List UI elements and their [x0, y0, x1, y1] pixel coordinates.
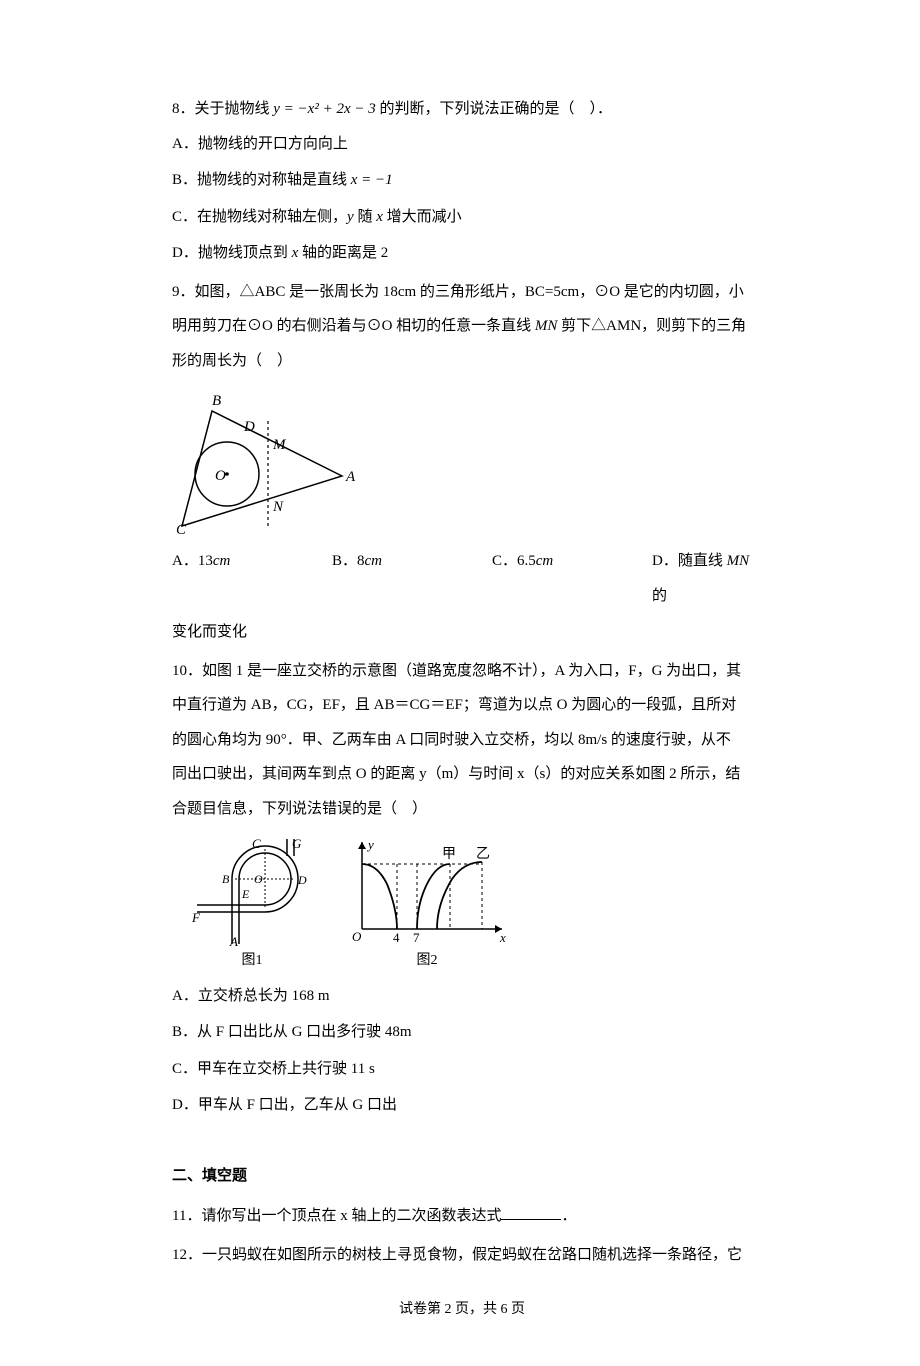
- q9-c-pre: C．6.5: [492, 553, 536, 569]
- q8-stem-pre: 8．关于抛物线: [172, 101, 273, 117]
- q10-fig2-label: 图2: [417, 951, 438, 971]
- q9-figure: B C A D M N O: [172, 386, 752, 536]
- q9-b-unit: cm: [365, 553, 383, 569]
- f2-yi: 乙: [476, 846, 490, 862]
- question-11: 11．请你写出一个顶点在 x 轴上的二次函数表达式 ．: [172, 1199, 752, 1234]
- label-b: B: [212, 393, 221, 409]
- y-arrow-icon: [358, 842, 366, 849]
- question-8: 8．关于抛物线 y = −x² + 2x − 3 的判断，下列说法正确的是（ ）…: [172, 92, 752, 271]
- label-d: D: [243, 419, 255, 435]
- q9-option-c: C．6.5cm: [492, 544, 652, 613]
- question-10: 10．如图 1 是一座立交桥的示意图（道路宽度忽略不计），A 为入口，F，G 为…: [172, 654, 752, 1123]
- f2-x: x: [499, 930, 506, 945]
- q10-fig2: O 4 7 x y 甲 乙: [342, 834, 512, 949]
- q8-option-b: B．抛物线的对称轴是直线 x = −1: [172, 163, 752, 198]
- q8-formula: y = −x² + 2x − 3: [273, 101, 375, 117]
- q9-stem-l1: 9．如图，△ABC 是一张周长为 18cm 的三角形纸片，BC=5cm，⊙O 是…: [172, 275, 752, 310]
- q8-optd-post: 轴的距离是 2: [298, 245, 388, 261]
- f2-jia: 甲: [442, 847, 456, 862]
- f1-a: A: [229, 934, 238, 949]
- f1-o: O: [254, 872, 263, 886]
- f2-t4: 4: [393, 930, 400, 945]
- q10-l4: 同出口驶出，其间两车到点 O 的距离 y（m）与时间 x（s）的对应关系如图 2…: [172, 757, 752, 792]
- q9-options: A．13cm B．8cm C．6.5cm D．随直线 MN 的: [172, 544, 752, 613]
- curve-yi: [437, 862, 482, 929]
- f1-e: E: [241, 887, 250, 901]
- q10-option-d: D．甲车从 F 口出，乙车从 G 口出: [172, 1088, 752, 1123]
- q8-optb-pre: B．抛物线的对称轴是直线: [172, 172, 351, 188]
- q9-d-mn: MN: [727, 553, 750, 569]
- q9-l2-mn: MN: [535, 318, 558, 334]
- q11-post: ．: [561, 1208, 576, 1224]
- q10-fig1: A B C G D E F O: [192, 834, 312, 949]
- q10-option-b: B．从 F 口出比从 G 口出多行驶 48m: [172, 1015, 752, 1050]
- f2-y: y: [366, 837, 374, 852]
- q8-optb-formula: x = −1: [351, 172, 393, 188]
- q8-stem: 8．关于抛物线 y = −x² + 2x − 3 的判断，下列说法正确的是（ ）…: [172, 92, 752, 127]
- question-9: 9．如图，△ABC 是一张周长为 18cm 的三角形纸片，BC=5cm，⊙O 是…: [172, 275, 752, 650]
- q9-stem-l2: 明用剪刀在⊙O 的右侧沿着与⊙O 相切的任意一条直线 MN 剪下△AMN，则剪下…: [172, 309, 752, 344]
- q11-blank: [501, 1207, 561, 1221]
- triangle-abc: [182, 411, 342, 526]
- q9-a-unit: cm: [213, 553, 231, 569]
- q8-optd-pre: D．抛物线顶点到: [172, 245, 292, 261]
- q8-optc-x: x: [376, 209, 383, 225]
- q9-l2-post: 剪下△AMN，则剪下的三角: [557, 318, 746, 334]
- q9-b-pre: B．8: [332, 553, 365, 569]
- q10-l2: 中直行道为 AB，CG，EF，且 AB＝CG＝EF；弯道为以点 O 为圆心的一段…: [172, 688, 752, 723]
- q9-option-b: B．8cm: [332, 544, 492, 613]
- q9-a-pre: A．13: [172, 553, 213, 569]
- q9-d-pre: D．随直线: [652, 553, 727, 569]
- q9-option-a: A．13cm: [172, 544, 332, 613]
- q8-stem-post: 的判断，下列说法正确的是（ ）．: [376, 101, 612, 117]
- label-c: C: [176, 522, 187, 536]
- q10-option-a: A．立交桥总长为 168 m: [172, 979, 752, 1014]
- q9-l2-pre: 明用剪刀在⊙O 的右侧沿着与⊙O 相切的任意一条直线: [172, 318, 535, 334]
- q10-figures: A B C G D E F O 图1: [192, 834, 752, 971]
- q10-l3: 的圆心角均为 90°．甲、乙两车由 A 口同时驶入立交桥，均以 8m/s 的速度…: [172, 723, 752, 758]
- f1-g: G: [292, 836, 302, 851]
- q10-fig1-label: 图1: [242, 951, 263, 971]
- label-o: O: [215, 468, 226, 484]
- q8-option-c: C．在抛物线对称轴左侧，y 随 x 增大而减小: [172, 200, 752, 235]
- label-m: M: [272, 437, 287, 453]
- f1-f: F: [192, 910, 201, 925]
- q10-option-c: C．甲车在立交桥上共行驶 11 s: [172, 1052, 752, 1087]
- q10-fig2-col: O 4 7 x y 甲 乙 图2: [342, 834, 512, 971]
- q8-optc-pre: C．在抛物线对称轴左侧，: [172, 209, 347, 225]
- curve-jia: [417, 864, 450, 929]
- q12-stem: 12．一只蚂蚁在如图所示的树枝上寻觅食物，假定蚂蚁在岔路口随机选择一条路径，它: [172, 1247, 742, 1263]
- f1-b: B: [222, 872, 230, 886]
- f1-c: C: [252, 836, 261, 851]
- page-footer: 试卷第 2 页，共 6 页: [172, 1294, 752, 1326]
- q10-l5: 合题目信息，下列说法错误的是（ ）: [172, 792, 752, 827]
- q9-stem-l3: 形的周长为（ ）: [172, 344, 752, 379]
- q9-option-d: D．随直线 MN 的: [652, 544, 752, 613]
- q8-optc-y: y: [347, 209, 354, 225]
- q8-optc-post: 增大而减小: [383, 209, 462, 225]
- q10-l1: 10．如图 1 是一座立交桥的示意图（道路宽度忽略不计），A 为入口，F，G 为…: [172, 654, 752, 689]
- q9-tail: 变化而变化: [172, 615, 752, 650]
- q9-diagram: B C A D M N O: [172, 386, 362, 536]
- q9-c-unit: cm: [536, 553, 554, 569]
- label-a: A: [345, 469, 356, 485]
- q8-option-d: D．抛物线顶点到 x 轴的距离是 2: [172, 236, 752, 271]
- f2-t7: 7: [413, 930, 420, 945]
- f1-d: D: [297, 873, 307, 887]
- q8-option-a: A．抛物线的开口方向向上: [172, 127, 752, 162]
- section-2-heading: 二、填空题: [172, 1159, 752, 1194]
- curve-desc: [362, 864, 397, 929]
- q10-fig1-col: A B C G D E F O 图1: [192, 834, 312, 971]
- label-n: N: [272, 499, 284, 515]
- question-12: 12．一只蚂蚁在如图所示的树枝上寻觅食物，假定蚂蚁在岔路口随机选择一条路径，它: [172, 1238, 752, 1273]
- q9-d-post: 的: [652, 588, 667, 604]
- q8-optc-mid: 随: [354, 209, 377, 225]
- q11-pre: 11．请你写出一个顶点在 x 轴上的二次函数表达式: [172, 1208, 501, 1224]
- f2-o: O: [352, 929, 362, 944]
